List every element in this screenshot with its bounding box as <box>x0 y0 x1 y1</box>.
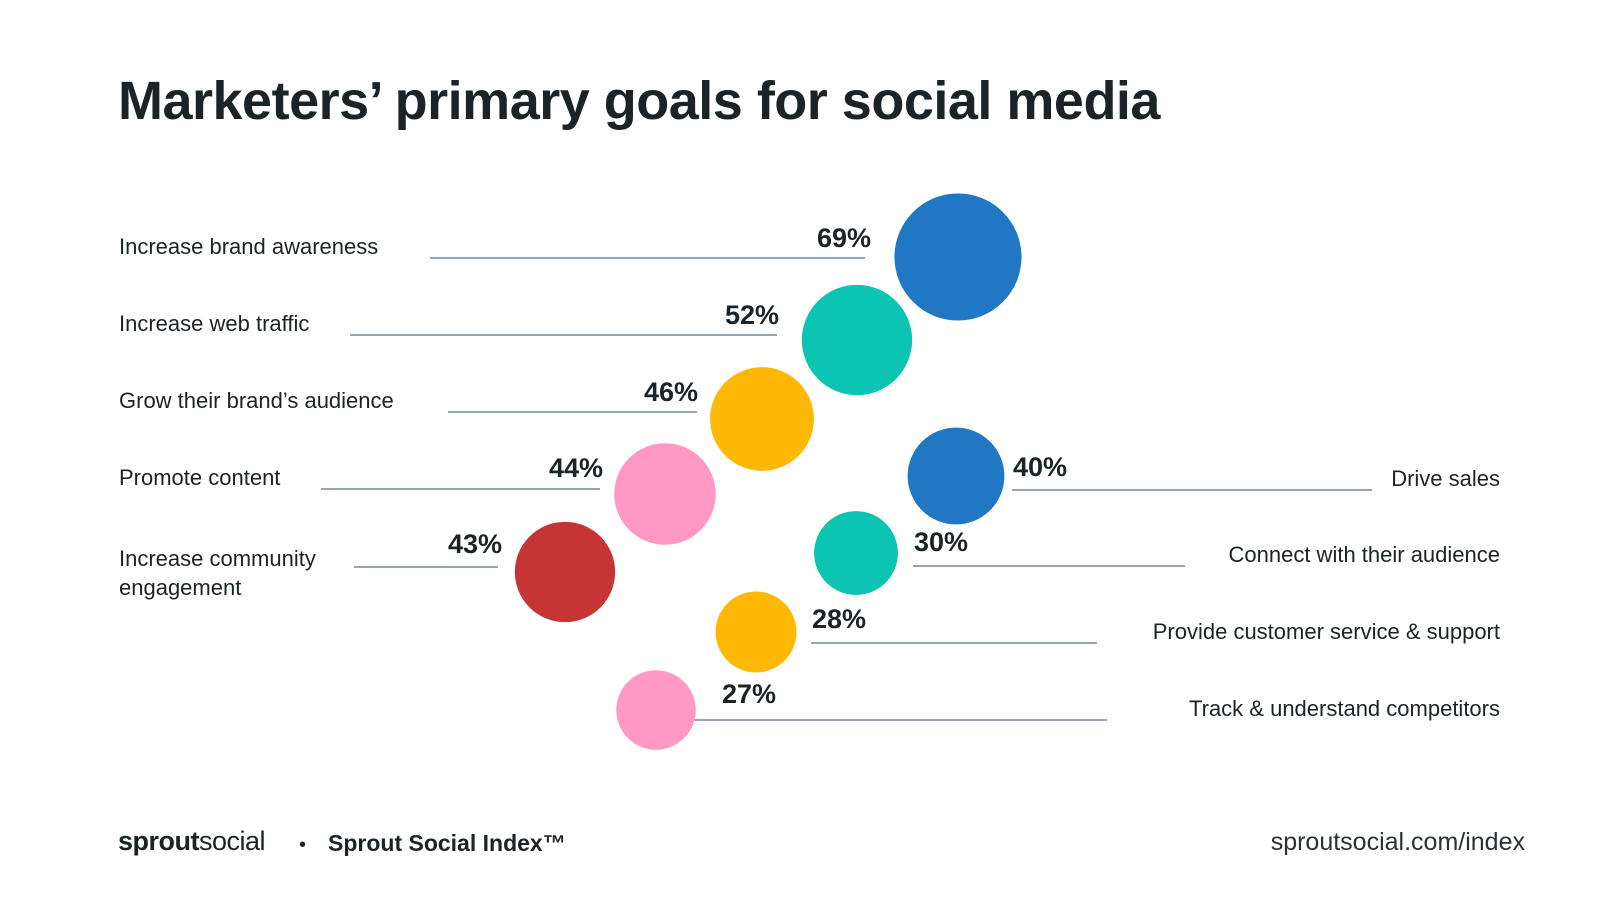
category-label-track-understand-competitors: Track & understand competitors <box>1189 696 1500 721</box>
footer-index-name: Sprout Social Index™ <box>328 830 566 856</box>
value-label-track-understand-competitors: 27% <box>722 679 776 709</box>
value-label-increase-community-engagement: 43% <box>448 529 502 559</box>
category-label-increase-community-engagement: Increase community engagement <box>119 546 316 600</box>
logo-bold-part: sprout <box>118 826 200 856</box>
sproutsocial-logo: sproutsocial <box>118 826 266 857</box>
category-label-provide-customer-service-support: Provide customer service & support <box>1153 619 1500 644</box>
bubble-increase-web-traffic <box>801 284 913 396</box>
bubble-grow-their-brand-s-audience <box>710 367 814 471</box>
bubble-provide-customer-service-support <box>715 591 797 673</box>
value-label-promote-content: 44% <box>549 453 603 483</box>
value-label-grow-their-brand-s-audience: 46% <box>644 377 698 407</box>
category-label-connect-with-their-audience: Connect with their audience <box>1229 542 1501 567</box>
value-label-drive-sales: 40% <box>1013 452 1067 482</box>
bubble-connect-with-their-audience <box>814 511 898 595</box>
bubble-increase-brand-awareness <box>894 193 1022 321</box>
category-label-increase-brand-awareness: Increase brand awareness <box>119 234 378 259</box>
category-label-drive-sales: Drive sales <box>1391 466 1500 491</box>
value-label-increase-brand-awareness: 69% <box>817 223 871 253</box>
value-label-connect-with-their-audience: 30% <box>914 527 968 557</box>
category-label-promote-content: Promote content <box>119 465 280 490</box>
bubble-promote-content <box>614 443 716 545</box>
bubble-track-understand-competitors <box>616 670 696 750</box>
value-label-provide-customer-service-support: 28% <box>812 604 866 634</box>
logo-light-part: social <box>199 826 266 856</box>
chart-title: Marketers’ primary goals for social medi… <box>118 71 1160 131</box>
footer-separator: • <box>299 834 307 856</box>
category-label-increase-web-traffic: Increase web traffic <box>119 311 309 336</box>
value-label-increase-web-traffic: 52% <box>725 300 779 330</box>
bubble-drive-sales <box>907 427 1005 525</box>
footer-url-link[interactable]: sproutsocial.com/index <box>1270 828 1525 856</box>
category-label-grow-their-brand-s-audience: Grow their brand’s audience <box>119 388 394 413</box>
bubble-increase-community-engagement <box>514 521 616 623</box>
